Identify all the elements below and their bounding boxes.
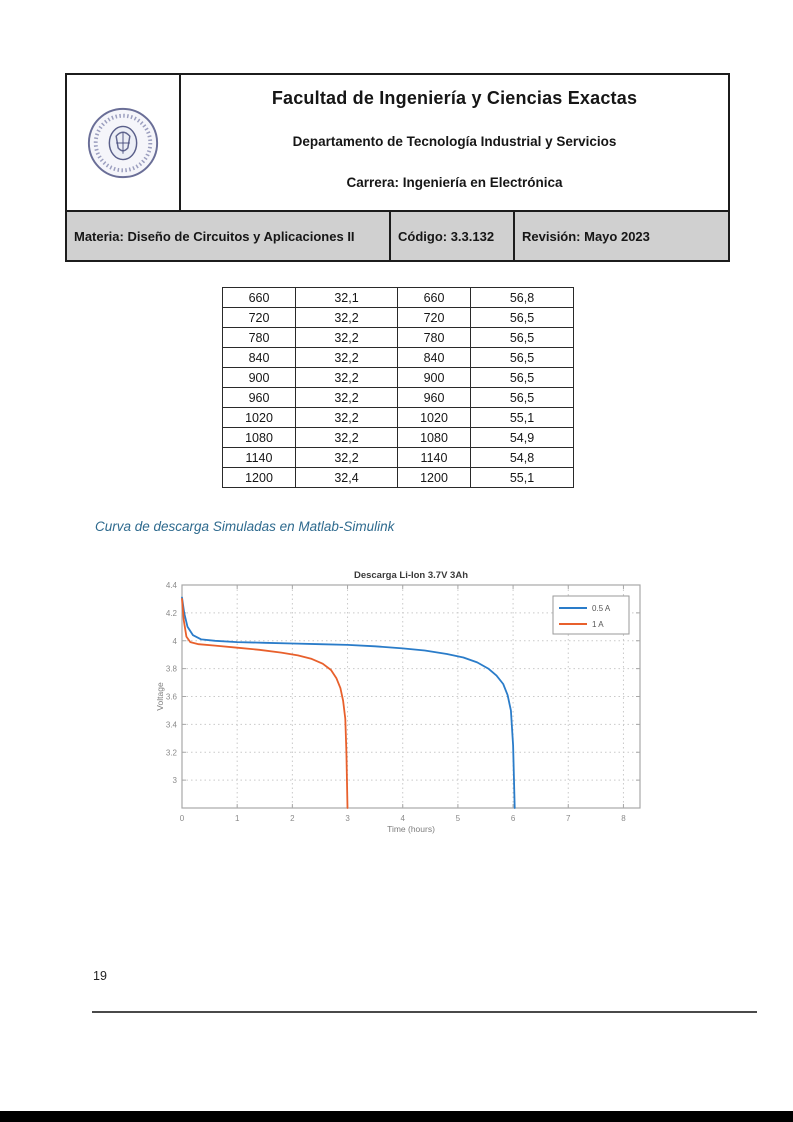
institution-header-table: Facultad de Ingeniería y Ciencias Exacta… bbox=[65, 73, 730, 262]
table-cell: 1080 bbox=[222, 427, 296, 448]
table-cell: 56,5 bbox=[470, 327, 574, 348]
y-axis-label: Voltage bbox=[155, 682, 165, 711]
chart-title: Descarga Li-Ion 3.7V 3Ah bbox=[354, 570, 468, 581]
table-row: 1200 32,4 1200 55,1 bbox=[222, 467, 574, 488]
table-cell: 32,2 bbox=[295, 427, 398, 448]
x-tick-label: 2 bbox=[290, 814, 295, 823]
y-tick-label: 3.2 bbox=[166, 748, 178, 757]
footer-rule bbox=[92, 1011, 757, 1013]
bottom-black-bar bbox=[0, 1111, 793, 1122]
table-row: 1140 32,2 1140 54,8 bbox=[222, 447, 574, 468]
table-row: 780 32,2 780 56,5 bbox=[222, 327, 574, 348]
table-cell: 900 bbox=[222, 367, 296, 388]
x-tick-label: 8 bbox=[621, 814, 626, 823]
logo-cell bbox=[67, 75, 181, 210]
table-cell: 56,5 bbox=[470, 307, 574, 328]
table-cell: 55,1 bbox=[470, 467, 574, 488]
x-tick-label: 1 bbox=[235, 814, 240, 823]
table-cell: 960 bbox=[222, 387, 296, 408]
table-cell: 32,1 bbox=[295, 287, 398, 308]
legend-label: 0.5 A bbox=[592, 604, 611, 613]
table-cell: 32,2 bbox=[295, 327, 398, 348]
x-tick-label: 6 bbox=[511, 814, 516, 823]
university-seal-icon bbox=[87, 107, 159, 178]
table-row: 960 32,2 960 56,5 bbox=[222, 387, 574, 408]
x-tick-label: 5 bbox=[456, 814, 461, 823]
table-row: 1020 32,2 1020 55,1 bbox=[222, 407, 574, 428]
table-cell: 780 bbox=[222, 327, 296, 348]
header-titles: Facultad de Ingeniería y Ciencias Exacta… bbox=[181, 75, 728, 210]
table-cell: 32,2 bbox=[295, 347, 398, 368]
table-cell: 55,1 bbox=[470, 407, 574, 428]
table-row: 900 32,2 900 56,5 bbox=[222, 367, 574, 388]
table-cell: 840 bbox=[397, 347, 471, 368]
career-title: Carrera: Ingeniería en Electrónica bbox=[346, 175, 563, 190]
table-cell: 56,5 bbox=[470, 387, 574, 408]
x-tick-label: 7 bbox=[566, 814, 571, 823]
table-cell: 56,5 bbox=[470, 347, 574, 368]
header-info-row: Materia: Diseño de Circuitos y Aplicacio… bbox=[67, 212, 728, 260]
table-cell: 1140 bbox=[222, 447, 296, 468]
x-tick-label: 4 bbox=[400, 814, 405, 823]
table-row: 840 32,2 840 56,5 bbox=[222, 347, 574, 368]
chart-canvas: 0 1 2 3 4 5 6 7 8 3 3.2 3.4 3.6 3.8 4 4.2 4.4 Descarga Li… bbox=[155, 570, 641, 834]
table-row: 720 32,2 720 56,5 bbox=[222, 307, 574, 328]
x-axis-label: Time (hours) bbox=[387, 824, 435, 834]
figure-caption: Curva de descarga Simuladas en Matlab-Si… bbox=[95, 519, 395, 534]
table-cell: 32,2 bbox=[295, 307, 398, 328]
table-cell: 720 bbox=[222, 307, 296, 328]
legend-box bbox=[552, 595, 630, 635]
table-cell: 32,2 bbox=[295, 367, 398, 388]
y-tick-label: 4.2 bbox=[166, 609, 178, 618]
materia-cell: Materia: Diseño de Circuitos y Aplicacio… bbox=[67, 212, 391, 260]
table-cell: 32,4 bbox=[295, 467, 398, 488]
series-0.5-A bbox=[181, 596, 516, 809]
table-cell: 32,2 bbox=[295, 407, 398, 428]
revision-cell: Revisión: Mayo 2023 bbox=[522, 228, 650, 244]
page-number: 19 bbox=[93, 969, 107, 983]
measurement-table: 660 32,1 660 56,8 720 32,2 720 56,5 780 32,2 780 56… bbox=[222, 287, 574, 488]
y-tick-label: 4.4 bbox=[166, 581, 178, 590]
codigo-cell: Código: 3.3.132 bbox=[391, 212, 515, 260]
legend-label: 1 A bbox=[592, 620, 604, 629]
table-cell: 1020 bbox=[222, 407, 296, 428]
table-cell: 960 bbox=[397, 387, 471, 408]
department-title: Departamento de Tecnología Industrial y … bbox=[292, 134, 617, 149]
table-cell: 32,2 bbox=[295, 387, 398, 408]
header-top-row: Facultad de Ingeniería y Ciencias Exacta… bbox=[67, 75, 728, 212]
table-cell: 54,8 bbox=[470, 447, 574, 468]
x-tick-label: 3 bbox=[345, 814, 350, 823]
faculty-title: Facultad de Ingeniería y Ciencias Exacta… bbox=[271, 88, 638, 108]
y-tick-label: 3 bbox=[173, 776, 178, 785]
y-tick-label: 4 bbox=[173, 637, 178, 646]
table-cell: 780 bbox=[397, 327, 471, 348]
table-cell: 32,2 bbox=[295, 447, 398, 468]
table-cell: 1020 bbox=[397, 407, 471, 428]
table-cell: 1200 bbox=[222, 467, 296, 488]
table-cell: 1140 bbox=[397, 447, 471, 468]
table-cell: 56,8 bbox=[470, 287, 574, 308]
table-cell: 720 bbox=[397, 307, 471, 328]
table-row: 1080 32,2 1080 54,9 bbox=[222, 427, 574, 448]
table-row: 660 32,1 660 56,8 bbox=[222, 287, 574, 308]
discharge-chart: 0 1 2 3 4 5 6 7 8 3 3.2 3.4 3.6 3.8 4 4.2 4.4 Descarga Li… bbox=[155, 568, 670, 838]
y-tick-label: 3.8 bbox=[166, 665, 178, 674]
x-tick-label: 0 bbox=[180, 814, 185, 823]
table-cell: 660 bbox=[397, 287, 471, 308]
table-cell: 900 bbox=[397, 367, 471, 388]
series-1-A bbox=[181, 597, 349, 809]
table-cell: 660 bbox=[222, 287, 296, 308]
table-cell: 840 bbox=[222, 347, 296, 368]
table-cell: 1200 bbox=[397, 467, 471, 488]
table-cell: 1080 bbox=[397, 427, 471, 448]
y-tick-label: 3.4 bbox=[166, 720, 178, 729]
y-tick-label: 3.6 bbox=[166, 693, 178, 702]
table-cell: 56,5 bbox=[470, 367, 574, 388]
table-cell: 54,9 bbox=[470, 427, 574, 448]
